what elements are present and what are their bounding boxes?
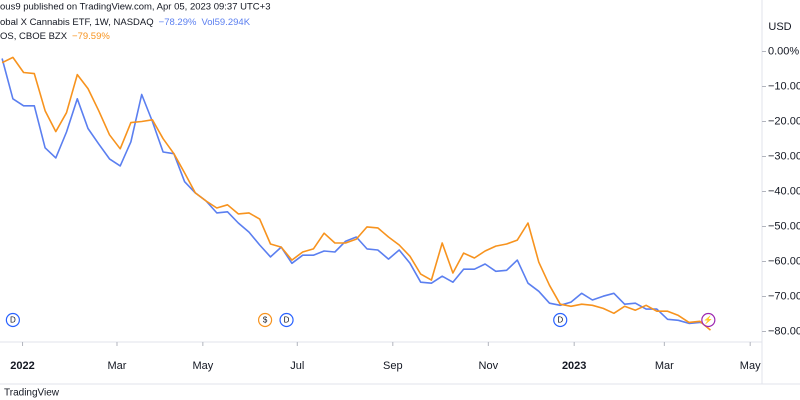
legend-entry: obal X Cannabis ETF, 1W, NASDAQ −78.29% Vo… xyxy=(0,17,251,28)
legend-text: Vol59.294K xyxy=(201,17,250,28)
legend-text: OS, CBOE BZX xyxy=(0,31,68,42)
price-line xyxy=(1,58,711,327)
legend-entry: OS, CBOE BZX −79.59% xyxy=(0,31,110,42)
legend-text: obal X Cannabis ETF, 1W, NASDAQ xyxy=(0,17,154,28)
publisher: ous9 published on TradingView.com, Apr 0… xyxy=(0,2,271,13)
x-tick-label: Nov xyxy=(479,360,499,372)
y-tick-label: −20.00% xyxy=(768,115,800,127)
event-label: D xyxy=(10,316,16,325)
legend-text: −78.29% xyxy=(159,17,197,28)
y-tick-label: −50.00% xyxy=(768,220,800,232)
event-label: D xyxy=(284,316,290,325)
currency: USD xyxy=(768,21,791,33)
price-line xyxy=(1,56,712,331)
event-label: ⚡ xyxy=(703,315,713,325)
event-marker xyxy=(279,312,294,328)
y-tick-label: −30.00% xyxy=(768,150,800,162)
event-marker xyxy=(5,312,20,328)
x-tick-label: 2023 xyxy=(562,360,586,372)
x-tick-label: Mar xyxy=(655,360,674,372)
y-tick-label: −10.00% xyxy=(768,80,800,92)
event-marker xyxy=(553,312,568,328)
legend-text: −79.59% xyxy=(72,31,110,42)
event-marker xyxy=(701,312,716,328)
y-tick-label: 0.00% xyxy=(768,45,799,57)
event-label: $ xyxy=(263,316,268,325)
y-tick-label: −80.00% xyxy=(768,325,800,337)
x-tick-label: May xyxy=(740,360,761,372)
y-tick-label: −40.00% xyxy=(768,185,800,197)
x-tick-label: Mar xyxy=(108,360,127,372)
x-tick-label: May xyxy=(192,360,213,372)
event-label: D xyxy=(557,316,563,325)
x-tick-label: Jul xyxy=(290,360,304,372)
footer: TradingView xyxy=(4,388,60,399)
y-tick-label: −70.00% xyxy=(768,290,800,302)
y-tick-label: −60.00% xyxy=(768,255,800,267)
x-tick-label: 2022 xyxy=(10,360,34,372)
x-tick-label: Sep xyxy=(383,360,403,372)
event-marker xyxy=(257,312,273,328)
